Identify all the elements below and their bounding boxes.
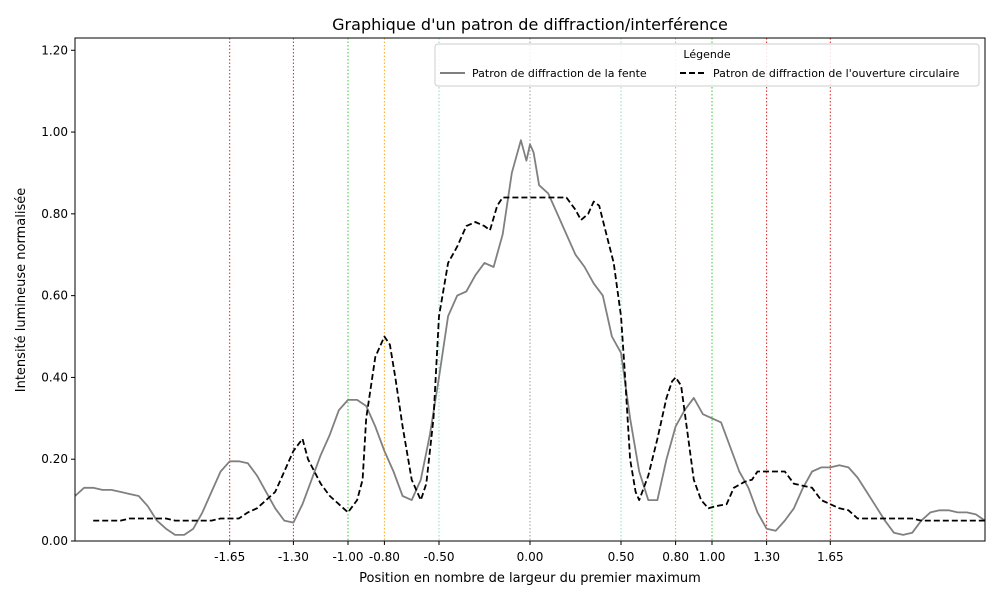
x-tick-label: 0.50 (608, 550, 635, 564)
y-axis: 0.00 0.20 0.40 0.60 0.80 1.00 1.20 (41, 43, 75, 548)
vertical-reference-lines (229, 38, 831, 541)
y-tick-label: 0.00 (41, 534, 68, 548)
x-tick-label: 0.80 (662, 550, 689, 564)
x-axis: -1.65 -1.30 -1.00 -0.80 -0.50 0.00 0.50 0.80 1.0… (214, 541, 844, 564)
legend-entry-slit: Patron de diffraction de la fente (472, 67, 647, 80)
series-line-circular (93, 196, 985, 522)
y-tick-label: 0.40 (41, 370, 68, 384)
x-tick-label: 1.30 (753, 550, 780, 564)
y-tick-label: 0.20 (41, 452, 68, 466)
x-tick-label: 1.00 (699, 550, 726, 564)
y-tick-label: 0.60 (41, 289, 68, 303)
legend-box (434, 43, 980, 87)
x-tick-label: 1.65 (817, 550, 844, 564)
series-layer (74, 139, 986, 536)
y-axis-label: Intensité lumineuse normalisée (14, 188, 29, 392)
y-tick-label: 0.80 (41, 207, 68, 221)
chart-title: Graphique d'un patron de diffraction/int… (332, 15, 728, 34)
legend: Légende Patron de diffraction de la fent… (434, 43, 980, 87)
x-axis-label: Position en nombre de largeur du premier… (359, 571, 701, 586)
y-tick-label: 1.00 (41, 125, 68, 139)
x-tick-label: -1.00 (332, 550, 363, 564)
legend-entry-circular: Patron de diffraction de l'ouverture cir… (713, 67, 960, 80)
x-tick-label: -1.30 (278, 550, 309, 564)
y-tick-label: 1.20 (41, 43, 68, 57)
x-tick-label: 0.00 (517, 550, 544, 564)
x-tick-label: -0.50 (423, 550, 454, 564)
legend-title: Légende (683, 48, 730, 61)
x-tick-label: -0.80 (369, 550, 400, 564)
x-tick-label: -1.65 (214, 550, 245, 564)
series-line-slit (74, 139, 986, 536)
